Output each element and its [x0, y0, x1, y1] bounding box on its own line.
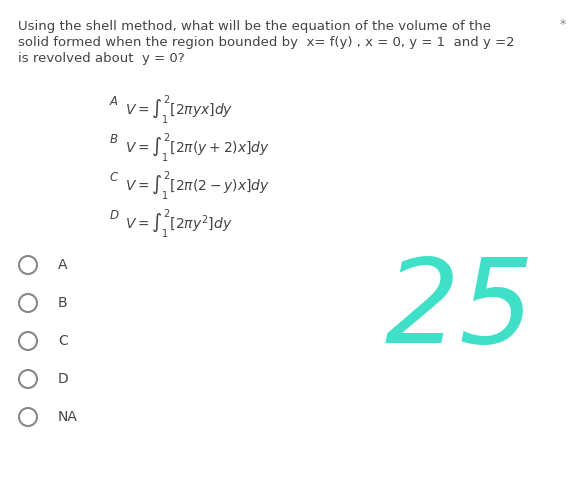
Text: is revolved about  y = 0?: is revolved about y = 0? — [18, 52, 185, 65]
Text: NA: NA — [58, 410, 78, 424]
Text: 25: 25 — [385, 253, 535, 367]
Text: $V = \int_{1}^{2}\left[2\pi yx\right]dy$: $V = \int_{1}^{2}\left[2\pi yx\right]dy$ — [125, 93, 233, 126]
Text: $V = \int_{1}^{2}\left[2\pi y^{2}\right]dy$: $V = \int_{1}^{2}\left[2\pi y^{2}\right]… — [125, 207, 233, 240]
Text: B: B — [58, 296, 68, 310]
Text: C: C — [110, 171, 118, 184]
Text: D: D — [110, 209, 119, 222]
Text: B: B — [110, 133, 118, 146]
Text: $V = \int_{1}^{2}\left[2\pi(y+2)x\right]dy$: $V = \int_{1}^{2}\left[2\pi(y+2)x\right]… — [125, 131, 270, 164]
Text: *: * — [560, 18, 566, 31]
Text: D: D — [58, 372, 69, 386]
Text: Using the shell method, what will be the equation of the volume of the: Using the shell method, what will be the… — [18, 20, 491, 33]
Text: A: A — [58, 258, 68, 272]
Text: $V = \int_{1}^{2}\left[2\pi(2-y)x\right]dy$: $V = \int_{1}^{2}\left[2\pi(2-y)x\right]… — [125, 169, 270, 202]
Text: A: A — [110, 95, 118, 108]
Text: C: C — [58, 334, 68, 348]
Text: solid formed when the region bounded by  x= f(y) , x = 0, y = 1  and y =2: solid formed when the region bounded by … — [18, 36, 515, 49]
